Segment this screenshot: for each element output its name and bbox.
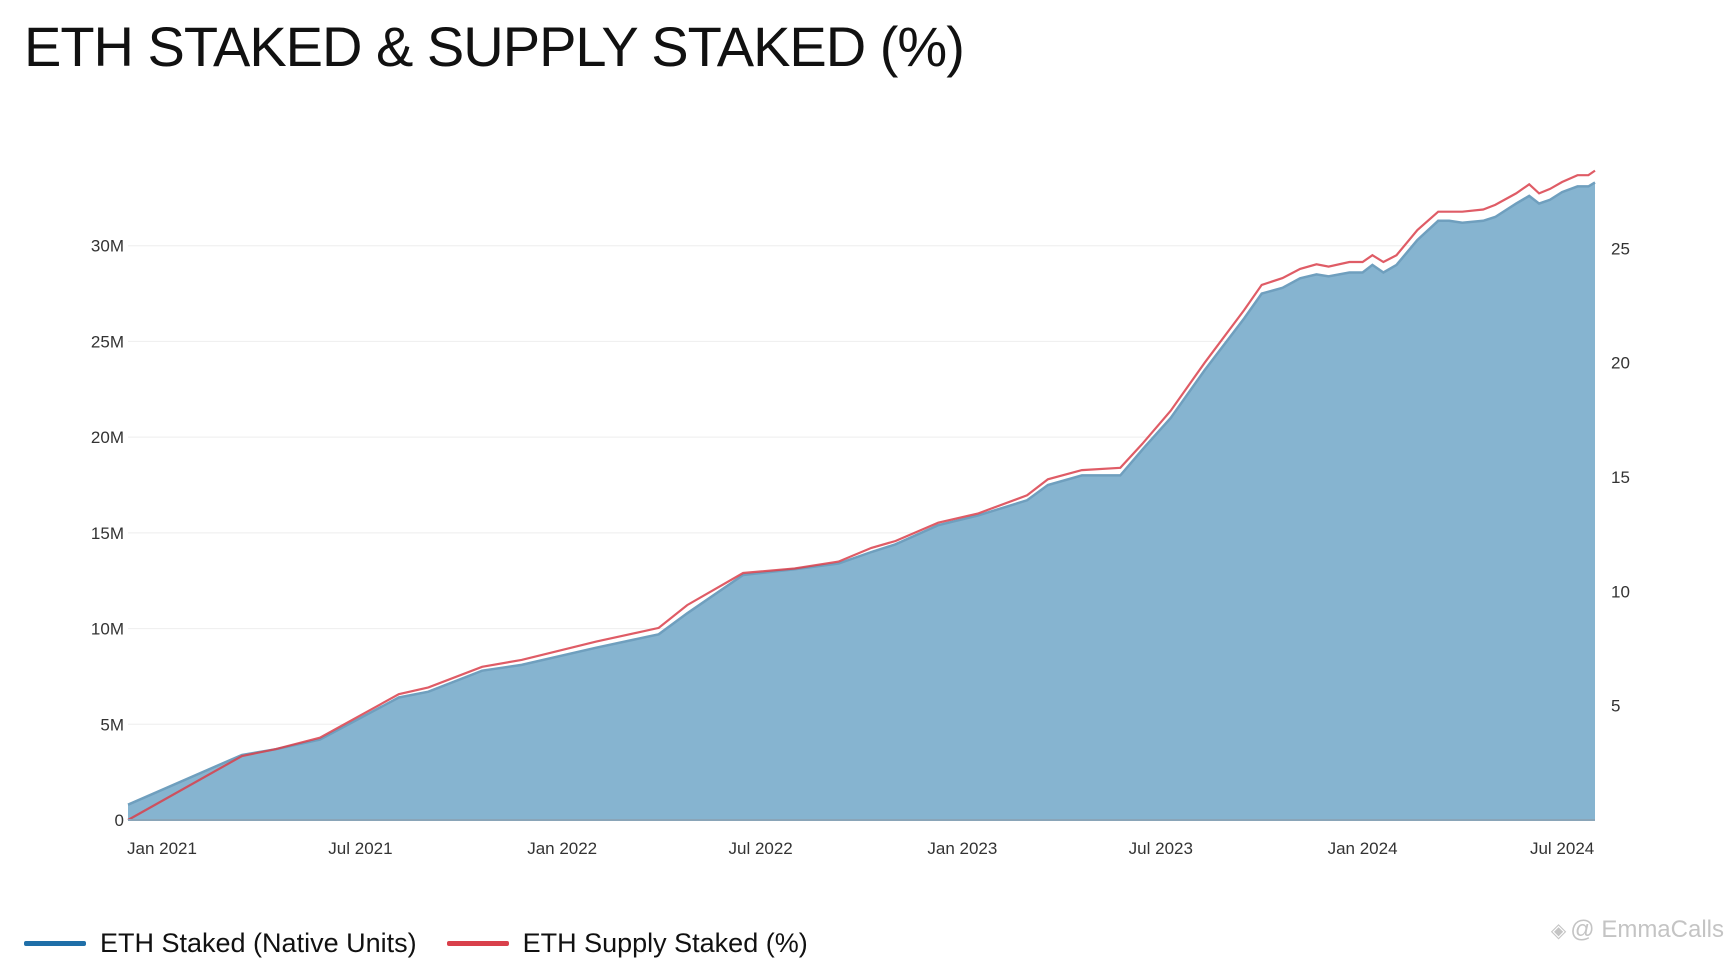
x-tick-label: Jul 2024 (1530, 839, 1594, 858)
legend-swatch-eth-staked (24, 941, 86, 946)
legend-swatch-supply-staked (446, 941, 509, 946)
x-tick-label: Jul 2021 (328, 839, 392, 858)
y-right-tick-label: 15 (1611, 468, 1630, 487)
series-layer (127, 169, 1596, 821)
legend: ETH Staked (Native Units) ETH Supply Sta… (24, 928, 838, 959)
x-tick-label: Jan 2023 (927, 839, 997, 858)
y-left-tick-label: 5M (100, 715, 124, 734)
x-tick-label: Jul 2022 (728, 839, 792, 858)
axis-layer: 0 5M 10M 15M 20M 25M 30M 5 10 15 20 25 Jan 2021 Jul 2… (91, 237, 1630, 858)
x-tick-label: Jul 2023 (1129, 839, 1193, 858)
series-area-eth-staked (128, 182, 1595, 820)
x-tick-label: Jan 2021 (127, 839, 197, 858)
y-left-tick-label: 25M (91, 332, 124, 351)
legend-item-supply-staked[interactable]: ETH Supply Staked (%) (446, 928, 808, 959)
y-left-tick-label: 15M (91, 524, 124, 543)
y-right-tick-label: 20 (1611, 354, 1630, 373)
legend-label: ETH Supply Staked (%) (522, 928, 808, 958)
y-left-tick-label: 10M (91, 620, 124, 639)
y-right-tick-label: 25 (1611, 239, 1630, 258)
x-tick-label: Jan 2022 (527, 839, 597, 858)
legend-label: ETH Staked (Native Units) (100, 928, 417, 958)
credit-watermark: ◈ @ EmmaCalls (1551, 916, 1724, 944)
series-line-eth-staked (127, 181, 1596, 806)
binance-square-icon: ◈ (1550, 920, 1567, 942)
credit-text: @ EmmaCalls (1570, 916, 1724, 943)
x-tick-label: Jan 2024 (1328, 839, 1398, 858)
y-left-tick-label: 20M (91, 428, 124, 447)
page-title: ETH STAKED & SUPPLY STAKED (%) (24, 15, 965, 78)
y-right-tick-label: 5 (1611, 697, 1620, 716)
y-left-tick-label: 0 (115, 811, 124, 830)
y-left-tick-label: 30M (91, 237, 124, 256)
series-line-eth-supply-staked (127, 169, 1596, 821)
y-right-tick-label: 10 (1611, 582, 1630, 601)
legend-item-eth-staked[interactable]: ETH Staked (Native Units) (24, 928, 417, 959)
